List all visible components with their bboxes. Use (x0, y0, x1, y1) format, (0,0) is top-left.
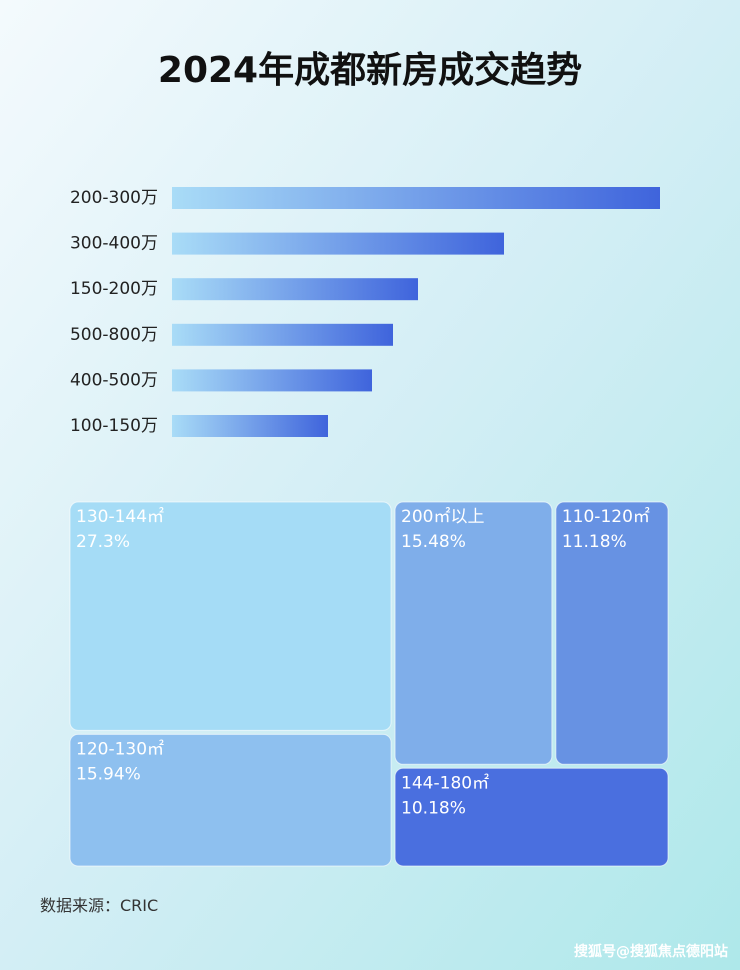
bar (172, 323, 393, 346)
cell-value: 15.94% (76, 764, 141, 784)
treemap-cell (394, 767, 669, 867)
category-label: 200-300万 (70, 188, 158, 208)
treemap-cell (69, 733, 392, 867)
cell-value: 11.18% (562, 532, 627, 552)
treemap-cell (555, 501, 669, 765)
treemap-cell (394, 501, 553, 765)
title: 2024年成都新房成交趋势 (158, 49, 582, 91)
cell-label: 200㎡以上 (401, 507, 484, 527)
bar (172, 369, 372, 392)
cell-label: 110-120㎡ (562, 507, 650, 527)
bar (172, 232, 504, 255)
category-label: 500-800万 (70, 325, 158, 345)
cell-label: 120-130㎡ (76, 739, 164, 759)
bar (172, 278, 418, 301)
bar (172, 415, 328, 437)
category-label: 400-500万 (70, 370, 158, 390)
treemap-cell (69, 501, 392, 731)
cell-value: 10.18% (401, 798, 466, 818)
cell-label: 144-180㎡ (401, 773, 489, 793)
source: 数据来源：CRIC (40, 896, 158, 915)
category-label: 100-150万 (70, 416, 158, 436)
category-label: 300-400万 (70, 234, 158, 254)
watermark: 搜狐号@搜狐焦点德阳站 (574, 943, 728, 960)
cell-value: 27.3% (76, 532, 130, 552)
category-label: 150-200万 (70, 279, 158, 299)
cell-label: 130-144㎡ (76, 507, 164, 527)
bar (172, 187, 660, 209)
cell-value: 15.48% (401, 532, 466, 552)
